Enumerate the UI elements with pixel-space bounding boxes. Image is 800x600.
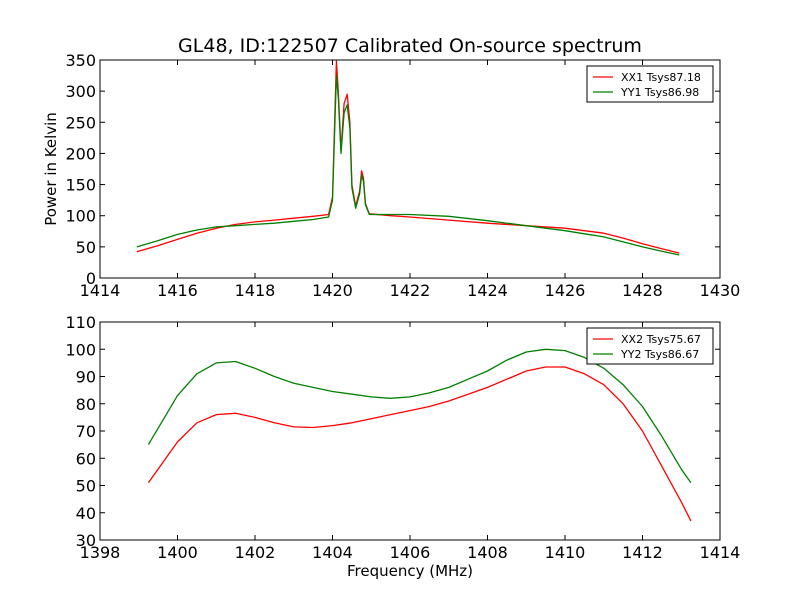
x-tick-label: 1424 bbox=[467, 281, 508, 300]
x-tick-label: 1400 bbox=[157, 543, 198, 562]
y-tick-label: 110 bbox=[65, 313, 96, 332]
y-tick-label: 100 bbox=[65, 340, 96, 359]
x-tick-label: 1414 bbox=[700, 543, 741, 562]
y-tick-label: 350 bbox=[65, 51, 96, 70]
y-tick-label: 250 bbox=[65, 113, 96, 132]
y-tick-label: 40 bbox=[76, 504, 96, 523]
x-axis-label: Frequency (MHz) bbox=[347, 562, 473, 580]
y-tick-label: 0 bbox=[86, 269, 96, 288]
y-axis-label: Power in Kelvin bbox=[42, 112, 60, 226]
top-spectrum-panel: 1414 1416 1418 1420 1422 1424 1426 1428 1430 0 50 1… bbox=[42, 51, 740, 300]
y-tick-label: 30 bbox=[76, 531, 96, 550]
y-tick-label: 300 bbox=[65, 82, 96, 101]
x-tick-label: 1418 bbox=[235, 281, 276, 300]
y-tick-label: 80 bbox=[76, 395, 96, 414]
y-tick-label: 90 bbox=[76, 368, 96, 387]
x-tick-label: 1428 bbox=[622, 281, 663, 300]
y-tick-label: 200 bbox=[65, 144, 96, 163]
x-tick-label: 1404 bbox=[312, 543, 353, 562]
y-tick-label: 100 bbox=[65, 207, 96, 226]
legend-label: XX2 Tsys75.67 bbox=[621, 333, 701, 346]
x-tick-label: 1414 bbox=[80, 281, 121, 300]
bottom-spectrum-panel: 1398 1400 1402 1404 1406 1408 1410 1412 1414 30 40… bbox=[65, 313, 740, 580]
legend-box bbox=[586, 327, 714, 365]
x-tick-label: 1426 bbox=[545, 281, 586, 300]
legend-label: YY1 Tsys86.98 bbox=[620, 86, 699, 99]
x-tick-label: 1402 bbox=[235, 543, 276, 562]
x-tick-label: 1412 bbox=[622, 543, 663, 562]
legend-box bbox=[586, 65, 714, 103]
series-line-yy1 bbox=[136, 74, 680, 256]
legend-label: XX1 Tsys87.18 bbox=[621, 71, 701, 84]
y-tick-label: 150 bbox=[65, 176, 96, 195]
x-tick-label: 1422 bbox=[390, 281, 431, 300]
x-tick-label: 1408 bbox=[467, 543, 508, 562]
x-tick-label: 1420 bbox=[312, 281, 353, 300]
y-tick-label: 50 bbox=[76, 477, 96, 496]
x-tick-label: 1416 bbox=[157, 281, 198, 300]
y-tick-label: 50 bbox=[76, 238, 96, 257]
series-line-yy2 bbox=[147, 348, 692, 484]
x-tick-label: 1410 bbox=[545, 543, 586, 562]
legend-label: YY2 Tsys86.67 bbox=[620, 348, 699, 361]
y-tick-label: 60 bbox=[76, 449, 96, 468]
x-tick-label: 1398 bbox=[80, 543, 121, 562]
y-tick-label: 70 bbox=[76, 422, 96, 441]
series-line-xx2 bbox=[147, 366, 692, 522]
x-tick-label: 1430 bbox=[700, 281, 741, 300]
x-tick-label: 1406 bbox=[390, 543, 431, 562]
chart-title: GL48, ID:122507 Calibrated On-source spe… bbox=[178, 35, 642, 57]
